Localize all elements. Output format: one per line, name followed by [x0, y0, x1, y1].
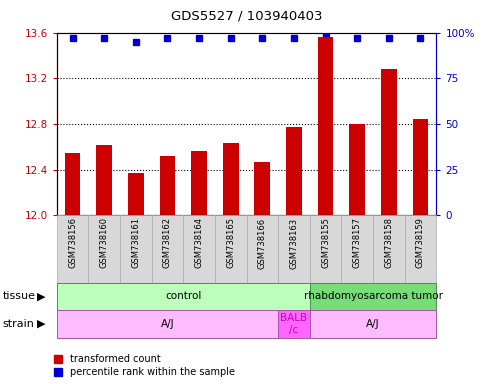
- Bar: [246, 215, 278, 283]
- Bar: [405, 215, 436, 283]
- Bar: [278, 310, 310, 338]
- Bar: [413, 119, 428, 215]
- Text: A/J: A/J: [161, 319, 174, 329]
- Text: GSM738166: GSM738166: [258, 217, 267, 268]
- Text: tissue: tissue: [2, 291, 35, 301]
- Bar: [381, 69, 397, 215]
- Bar: [310, 283, 436, 310]
- Bar: [254, 162, 270, 215]
- Text: GSM738157: GSM738157: [352, 217, 362, 268]
- Legend: transformed count, percentile rank within the sample: transformed count, percentile rank withi…: [54, 354, 235, 377]
- Text: GSM738155: GSM738155: [321, 217, 330, 268]
- Bar: [57, 215, 88, 283]
- Bar: [310, 215, 341, 283]
- Bar: [152, 215, 183, 283]
- Bar: [88, 215, 120, 283]
- Bar: [160, 156, 176, 215]
- Bar: [183, 215, 215, 283]
- Bar: [57, 283, 310, 310]
- Text: GSM738161: GSM738161: [131, 217, 141, 268]
- Text: GSM738163: GSM738163: [289, 217, 298, 268]
- Bar: [310, 310, 436, 338]
- Text: GDS5527 / 103940403: GDS5527 / 103940403: [171, 10, 322, 23]
- Text: ▶: ▶: [37, 291, 45, 301]
- Text: GSM738159: GSM738159: [416, 217, 425, 268]
- Bar: [373, 215, 405, 283]
- Text: BALB
/c: BALB /c: [281, 313, 308, 335]
- Bar: [317, 37, 333, 215]
- Text: control: control: [165, 291, 202, 301]
- Text: ▶: ▶: [37, 319, 45, 329]
- Text: GSM738164: GSM738164: [195, 217, 204, 268]
- Bar: [215, 215, 246, 283]
- Bar: [341, 215, 373, 283]
- Text: rhabdomyosarcoma tumor: rhabdomyosarcoma tumor: [304, 291, 443, 301]
- Bar: [128, 173, 143, 215]
- Bar: [286, 127, 302, 215]
- Text: strain: strain: [2, 319, 35, 329]
- Text: GSM738158: GSM738158: [385, 217, 393, 268]
- Bar: [191, 151, 207, 215]
- Text: A/J: A/J: [366, 319, 380, 329]
- Bar: [223, 144, 239, 215]
- Bar: [65, 152, 80, 215]
- Text: GSM738156: GSM738156: [68, 217, 77, 268]
- Text: GSM738165: GSM738165: [226, 217, 235, 268]
- Text: GSM738162: GSM738162: [163, 217, 172, 268]
- Bar: [278, 215, 310, 283]
- Text: GSM738160: GSM738160: [100, 217, 108, 268]
- Bar: [96, 145, 112, 215]
- Bar: [57, 310, 278, 338]
- Bar: [120, 215, 152, 283]
- Bar: [350, 124, 365, 215]
